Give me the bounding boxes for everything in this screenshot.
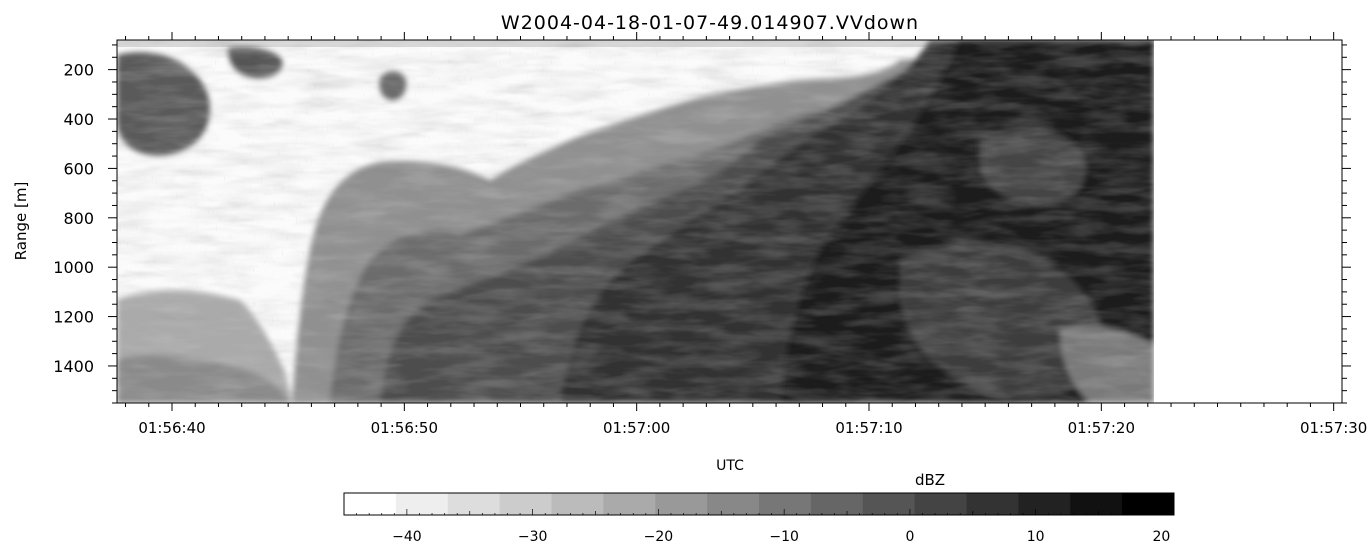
colorbar-cell xyxy=(759,493,812,515)
colorbar-tick-label: 10 xyxy=(1027,529,1045,545)
colorbar-cell xyxy=(447,493,501,515)
colorbar-tick-label: −40 xyxy=(392,529,422,545)
colorbar-cell xyxy=(499,493,552,515)
colorbar-tick-label: 20 xyxy=(1153,529,1171,545)
x-tick-label: 01:57:20 xyxy=(1068,419,1135,437)
colorbar-ticks xyxy=(343,509,1175,515)
x-tick-label: 01:56:40 xyxy=(138,419,205,437)
colorbar-label: dBZ xyxy=(915,471,945,489)
colorbar-tick-labels: −40 −30 −20 −10 0 10 20 xyxy=(392,529,1170,545)
echo-texture xyxy=(117,40,1154,403)
x-axis-label: UTC xyxy=(716,458,744,474)
x-tick-label: 01:56:50 xyxy=(371,419,438,437)
y-tick-label: 800 xyxy=(63,209,94,228)
x-axis-ticks xyxy=(125,32,1335,411)
colorbar-cell xyxy=(862,493,916,515)
colorbar-cell xyxy=(655,493,708,515)
x-tick-label: 01:57:00 xyxy=(603,419,670,437)
colorbar-tick-label: −30 xyxy=(518,529,548,545)
y-axis-tick-labels: 200 400 600 800 1000 1200 1400 xyxy=(53,61,94,376)
colorbar-cell xyxy=(344,493,397,515)
chart-title: W2004-04-18-01-07-49.014907.VVdown xyxy=(501,12,919,34)
colorbar-tick-label: 0 xyxy=(905,529,914,545)
colorbar-cell xyxy=(603,493,656,515)
colorbar-cell xyxy=(707,493,760,515)
y-tick-label: 1400 xyxy=(53,357,94,376)
radar-image xyxy=(117,40,1154,403)
colorbar-cell xyxy=(395,493,449,515)
y-axis-ticks xyxy=(108,44,1351,404)
y-tick-label: 400 xyxy=(63,110,94,129)
y-tick-label: 600 xyxy=(63,159,94,178)
colorbar-cell xyxy=(914,493,967,515)
x-axis-tick-labels: 01:56:40 01:56:50 01:57:00 01:57:10 01:57:20… xyxy=(138,419,1367,437)
y-tick-label: 200 xyxy=(63,61,94,80)
y-tick-label: 1000 xyxy=(53,258,94,277)
colorbar-tick-label: −20 xyxy=(644,529,674,545)
colorbar xyxy=(344,493,1175,515)
colorbar-cell xyxy=(551,493,604,515)
colorbar-cell xyxy=(1070,493,1123,515)
y-tick-label: 1200 xyxy=(53,308,94,327)
x-tick-label: 01:57:30 xyxy=(1300,419,1367,437)
colorbar-cell xyxy=(966,493,1019,515)
colorbar-cell xyxy=(810,493,864,515)
colorbar-cell xyxy=(1122,493,1175,515)
colorbar-cell xyxy=(1018,493,1071,515)
x-tick-label: 01:57:10 xyxy=(835,419,902,437)
y-axis-label: Range [m] xyxy=(12,182,30,261)
colorbar-tick-label: −10 xyxy=(769,529,799,545)
no-data-region xyxy=(1154,40,1342,403)
